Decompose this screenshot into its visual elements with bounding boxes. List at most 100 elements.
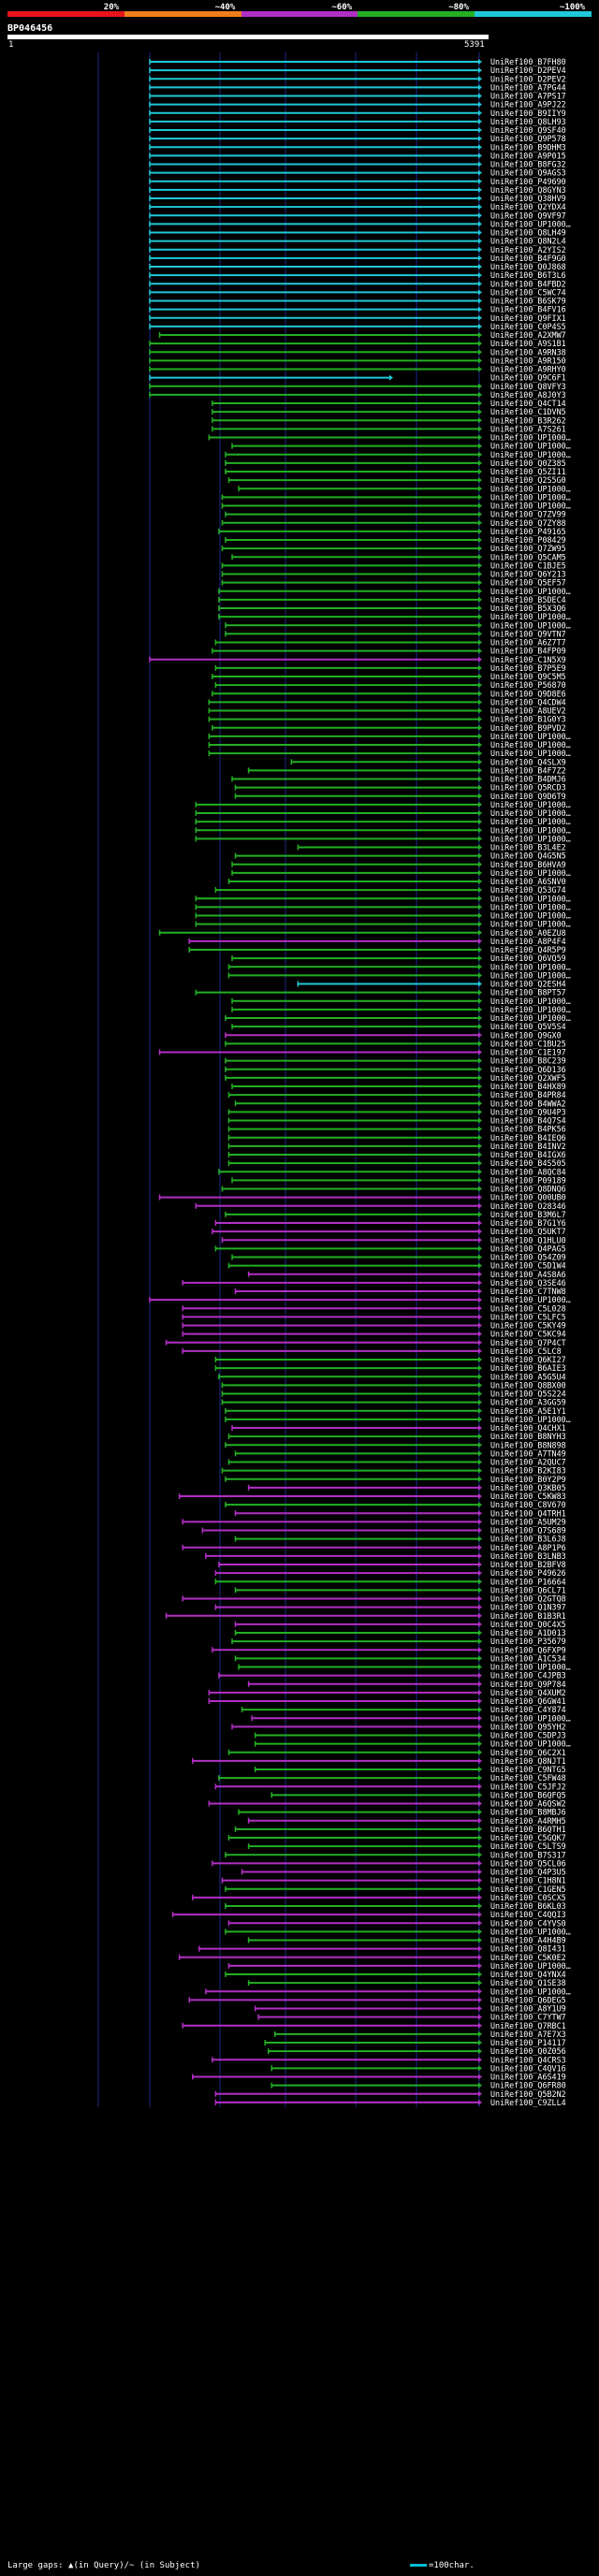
hit-label[interactable]: UniRef100_P16664 <box>490 1577 566 1586</box>
hit-label[interactable]: UniRef100_Q6GW41 <box>490 1696 566 1706</box>
hit-label[interactable]: UniRef100_UP1000… <box>490 1739 571 1749</box>
hit-label[interactable]: UniRef100_UP1000… <box>490 834 571 843</box>
hit-label[interactable]: UniRef100_O28346 <box>490 1201 566 1211</box>
hit-label[interactable]: UniRef100_Q9VF97 <box>490 211 566 220</box>
hit-label[interactable]: UniRef100_UP1000… <box>490 1927 571 1936</box>
hit-label[interactable]: UniRef100_A7PS17 <box>490 92 566 101</box>
hit-label[interactable]: UniRef100_UP1000… <box>490 1961 571 1971</box>
hit-label[interactable]: UniRef100_P49165 <box>490 527 566 536</box>
hit-label[interactable]: UniRef100_Q9D8E6 <box>490 689 566 698</box>
hit-label[interactable]: UniRef100_B4FV16 <box>490 305 566 314</box>
hit-label[interactable]: UniRef100_A7S261 <box>490 424 566 433</box>
hit-label[interactable]: UniRef100_A9RN38 <box>490 347 566 357</box>
hit-label[interactable]: UniRef100_P56870 <box>490 680 566 690</box>
hit-label[interactable]: UniRef100_A4S8A6 <box>490 1270 566 1279</box>
hit-label[interactable]: UniRef100_Q9C6F1 <box>490 373 566 383</box>
hit-label[interactable]: UniRef100_Q3KB05 <box>490 1483 566 1492</box>
hit-label[interactable]: UniRef100_A8QC84 <box>490 1167 566 1176</box>
hit-label[interactable]: UniRef100_UP1000… <box>490 911 571 921</box>
hit-label[interactable]: UniRef100_A6SNV0 <box>490 877 566 886</box>
hit-label[interactable]: UniRef100_A5G5U4 <box>490 1372 566 1381</box>
hit-label[interactable]: UniRef100_C1H8N1 <box>490 1876 566 1885</box>
hit-label[interactable]: UniRef100_UP1000… <box>490 1987 571 1996</box>
hit-label[interactable]: UniRef100_C0P4S5 <box>490 322 566 331</box>
hit-label[interactable]: UniRef100_C5KW83 <box>490 1492 566 1501</box>
hit-label[interactable]: UniRef100_Q38HV9 <box>490 194 566 203</box>
hit-label[interactable]: UniRef100_UP1000… <box>490 868 571 878</box>
hit-label[interactable]: UniRef100_B6AIE3 <box>490 1363 566 1373</box>
hit-label[interactable]: UniRef100_B4S505 <box>490 1158 566 1168</box>
hit-label[interactable]: UniRef100_A9R150 <box>490 356 566 365</box>
hit-label[interactable]: UniRef100_Q7ZV99 <box>490 510 566 519</box>
hit-label[interactable]: UniRef100_Q4SLX9 <box>490 757 566 766</box>
hit-label[interactable]: UniRef100_Q6FR80 <box>490 2081 566 2090</box>
hit-label[interactable]: UniRef100_C0SCX5 <box>490 1893 566 1902</box>
hit-label[interactable]: UniRef100_A7PG44 <box>490 82 566 92</box>
hit-label[interactable]: UniRef100_Q1N397 <box>490 1603 566 1612</box>
hit-label[interactable]: UniRef100_Q8GYN3 <box>490 185 566 195</box>
hit-label[interactable]: UniRef100_B4FP09 <box>490 647 566 656</box>
hit-label[interactable]: UniRef100_UP1000… <box>490 894 571 903</box>
hit-label[interactable]: UniRef100_UP1000… <box>490 450 571 459</box>
hit-label[interactable]: UniRef100_A4RMH5 <box>490 1816 566 1826</box>
hit-label[interactable]: UniRef100_B8N898 <box>490 1440 566 1449</box>
hit-label[interactable]: UniRef100_UP1000… <box>490 902 571 911</box>
hit-label[interactable]: UniRef100_A2QUC7 <box>490 1458 566 1467</box>
hit-label[interactable]: UniRef100_UP1000… <box>490 612 571 621</box>
hit-label[interactable]: UniRef100_Q53G74 <box>490 885 566 895</box>
hit-label[interactable]: UniRef100_A1D013 <box>490 1628 566 1637</box>
hit-label[interactable]: UniRef100_Q9AGS3 <box>490 168 566 178</box>
hit-label[interactable]: UniRef100_A5E1Y1 <box>490 1406 566 1416</box>
hit-label[interactable]: UniRef100_Q0C4X5 <box>490 1620 566 1629</box>
hit-label[interactable]: UniRef100_A7E7X3 <box>490 2030 566 2039</box>
hit-label[interactable]: UniRef100_A6Z7T7 <box>490 638 566 648</box>
hit-label[interactable]: UniRef100_Q8NJT1 <box>490 1756 566 1766</box>
hit-label[interactable]: UniRef100_B4F9G0 <box>490 254 566 263</box>
hit-label[interactable]: UniRef100_B7G1Y6 <box>490 1218 566 1228</box>
hit-label[interactable]: UniRef100_UP1000… <box>490 502 571 511</box>
hit-label[interactable]: UniRef100_Q7S689 <box>490 1526 566 1535</box>
hit-label[interactable]: UniRef100_C5D1W4 <box>490 1261 566 1271</box>
hit-label[interactable]: UniRef100_Q0Z056 <box>490 2046 566 2056</box>
hit-label[interactable]: UniRef100_Q4CDW4 <box>490 697 566 706</box>
hit-label[interactable]: UniRef100_B4IEQ6 <box>490 1133 566 1142</box>
hit-label[interactable]: UniRef100_UP1000… <box>490 587 571 596</box>
hit-label[interactable]: UniRef100_Q4PAG5 <box>490 1244 566 1253</box>
hit-label[interactable]: UniRef100_UP1000… <box>490 749 571 758</box>
hit-label[interactable]: UniRef100_UP1000… <box>490 997 571 1006</box>
hit-label[interactable]: UniRef100_A2YIS2 <box>490 245 566 255</box>
hit-label[interactable]: UniRef100_C7YTW7 <box>490 2013 566 2022</box>
hit-label[interactable]: UniRef100_Q9VTN7 <box>490 629 566 638</box>
hit-label[interactable]: UniRef100_B2BFV8 <box>490 1560 566 1569</box>
hit-label[interactable]: UniRef100_P08429 <box>490 535 566 545</box>
hit-label[interactable]: UniRef100_A6QSW2 <box>490 1799 566 1809</box>
hit-label[interactable]: UniRef100_B9PVD2 <box>490 723 566 733</box>
hit-label[interactable]: UniRef100_UP1000… <box>490 732 571 741</box>
hit-label[interactable]: UniRef100_B3M6L7 <box>490 1210 566 1219</box>
hit-label[interactable]: UniRef100_Q6DEG5 <box>490 1995 566 2004</box>
hit-label[interactable]: UniRef100_B4PR84 <box>490 1090 566 1099</box>
hit-label[interactable]: UniRef100_B2KI83 <box>490 1466 566 1476</box>
hit-label[interactable]: UniRef100_Q4P3U5 <box>490 1868 566 1877</box>
hit-label[interactable]: UniRef100_B4HX89 <box>490 1082 566 1091</box>
hit-label[interactable]: UniRef100_B4IGX6 <box>490 1150 566 1159</box>
hit-label[interactable]: UniRef100_B4FBD2 <box>490 279 566 288</box>
hit-label[interactable]: UniRef100_B3R262 <box>490 415 566 425</box>
hit-label[interactable]: UniRef100_UP1000… <box>490 620 571 630</box>
hit-label[interactable]: UniRef100_B1B3R1 <box>490 1611 566 1621</box>
hit-label[interactable]: UniRef100_C5LTS9 <box>490 1841 566 1851</box>
hit-label[interactable]: UniRef100_Q6Y213 <box>490 570 566 579</box>
hit-label[interactable]: UniRef100_B3L6J8 <box>490 1535 566 1544</box>
hit-label[interactable]: UniRef100_C4YVS0 <box>490 1918 566 1928</box>
hit-label[interactable]: UniRef100_Q6FXP9 <box>490 1645 566 1654</box>
hit-label[interactable]: UniRef100_Q4CT14 <box>490 399 566 408</box>
hit-label[interactable]: UniRef100_B0Y2P9 <box>490 1475 566 1484</box>
hit-label[interactable]: UniRef100_C5WC74 <box>490 287 566 297</box>
hit-label[interactable]: UniRef100_Q9D6T9 <box>490 792 566 801</box>
hit-label[interactable]: UniRef100_C1BU25 <box>490 1039 566 1048</box>
hit-label[interactable]: UniRef100_Q8N2L4 <box>490 237 566 246</box>
hit-label[interactable]: UniRef100_UP1000… <box>490 1295 571 1304</box>
hit-label[interactable]: UniRef100_Q9FIX1 <box>490 313 566 323</box>
hit-label[interactable]: UniRef100_C1DVN5 <box>490 407 566 416</box>
hit-label[interactable]: UniRef100_Q5RCD3 <box>490 783 566 793</box>
